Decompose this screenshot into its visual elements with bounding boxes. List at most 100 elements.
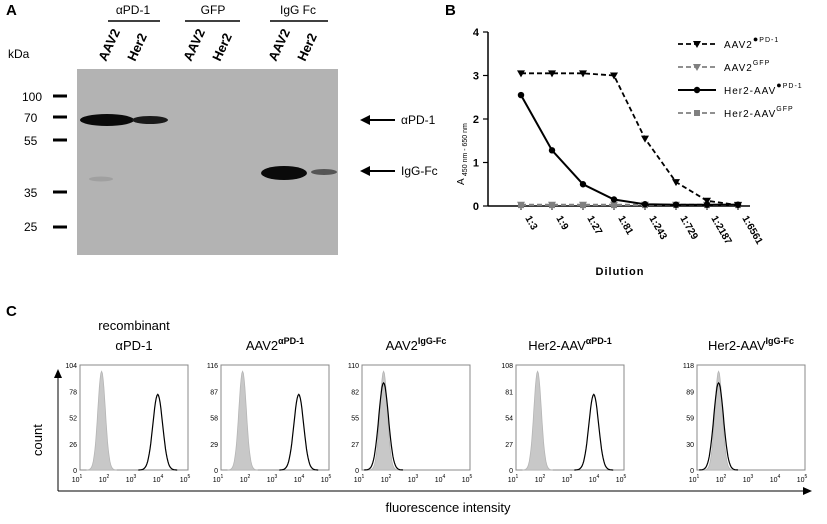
legend-label-sup: GFP xyxy=(753,60,770,67)
x-tick-exp: 2 xyxy=(107,474,110,480)
histogram-x-tick-label: 102 xyxy=(381,474,392,484)
histogram-title-sup: αPD-1 xyxy=(586,336,612,346)
histogram-y-tick-label: 54 xyxy=(505,416,513,423)
x-tick-exp: 5 xyxy=(329,474,332,480)
control-histogram xyxy=(368,370,399,471)
arrow-right-icon xyxy=(803,487,812,495)
histogram-title-sup: IgG-Fc xyxy=(766,336,795,346)
histogram-title-base: AAV2 xyxy=(246,338,278,353)
histogram-title-sup: αPD-1 xyxy=(278,336,304,346)
y-tick-label: 2 xyxy=(473,114,479,126)
group-label-igg: IgG Fc xyxy=(280,3,316,17)
panel-a-letter: A xyxy=(6,2,17,19)
histogram-y-tick-label: 0 xyxy=(355,468,359,475)
x-tick-base: 10 xyxy=(99,477,107,484)
histogram-title-base: Her2-AAV xyxy=(528,338,586,353)
histogram-title: Her2-AAVIgG-Fc xyxy=(708,336,794,353)
legend-label-base: Her2-AAV xyxy=(724,109,776,120)
x-tick-base: 10 xyxy=(294,477,302,484)
kda-markers: 100 70 55 35 25 xyxy=(22,90,67,234)
x-tick-exp: 1 xyxy=(697,474,700,480)
data-point xyxy=(610,72,618,80)
histogram-y-tick-label: 30 xyxy=(686,442,694,449)
histogram-title: Her2-AAVαPD-1 xyxy=(528,336,612,353)
x-tick-base: 10 xyxy=(562,477,570,484)
sample-histogram xyxy=(279,393,319,471)
control-histogram xyxy=(522,370,553,471)
histogram-x-tick-label: 103 xyxy=(562,474,573,484)
x-tick-label: 1:9 xyxy=(553,214,570,232)
x-tick-exp: 1 xyxy=(221,474,224,480)
x-tick-label: 1:243 xyxy=(646,214,669,242)
x-tick-base: 10 xyxy=(462,477,470,484)
histogram-y-tick-label: 0 xyxy=(73,468,77,475)
sample-histogram xyxy=(574,393,614,471)
x-tick-base: 10 xyxy=(354,477,362,484)
panel-c-flow-cytometry: C count fluorescence intensity recombina… xyxy=(6,303,812,515)
band-apd1-her2 xyxy=(132,116,168,124)
legend-marker xyxy=(694,110,700,116)
histogram-y-tick-label: 27 xyxy=(351,442,359,449)
x-tick-exp: 3 xyxy=(570,474,573,480)
marker-label: 25 xyxy=(24,220,38,234)
data-point xyxy=(579,181,587,188)
sample-histogram xyxy=(138,393,178,471)
y-tick-label: 4 xyxy=(473,27,480,39)
x-tick-exp: 5 xyxy=(805,474,808,480)
data-point xyxy=(672,179,680,187)
histogram-x-tick-label: 104 xyxy=(435,474,446,484)
histogram-title-sup: IgG-Fc xyxy=(418,336,447,346)
lane-label: AAV2 xyxy=(95,26,123,63)
x-tick-exp: 3 xyxy=(751,474,754,480)
series-line xyxy=(520,94,738,206)
histogram-x-tick-label: 105 xyxy=(616,474,627,484)
control-histogram xyxy=(86,370,117,471)
x-tick-exp: 4 xyxy=(302,474,305,480)
histogram-x-tick-label: 105 xyxy=(321,474,332,484)
lane-label: Her2 xyxy=(294,31,320,64)
x-tick-exp: 4 xyxy=(443,474,446,480)
x-tick-exp: 4 xyxy=(597,474,600,480)
x-tick-exp: 5 xyxy=(470,474,473,480)
x-tick-exp: 2 xyxy=(724,474,727,480)
data-point xyxy=(548,70,556,78)
histogram-y-tick-label: 55 xyxy=(351,416,359,423)
histogram-x-tick-label: 101 xyxy=(689,474,700,484)
histogram-y-tick-label: 0 xyxy=(214,468,218,475)
x-tick-label: 1:729 xyxy=(677,214,700,242)
legend-item: Her2-AAVGFP xyxy=(678,106,793,120)
data-point xyxy=(641,201,649,208)
x-tick-label: 1:6561 xyxy=(739,214,764,247)
x-ticks: 1:3 1:9 1:27 1:81 1:243 1:729 1:2187 1:6561 xyxy=(520,206,765,247)
x-tick-base: 10 xyxy=(716,477,724,484)
x-tick-exp: 4 xyxy=(161,474,164,480)
histogram-x-tick-label: 102 xyxy=(240,474,251,484)
sample-histogram xyxy=(364,381,404,471)
histogram-y-tick-label: 58 xyxy=(210,416,218,423)
lane-label: Her2 xyxy=(124,31,150,64)
x-tick-exp: 5 xyxy=(188,474,191,480)
data-point xyxy=(548,147,556,154)
lane-label: AAV2 xyxy=(180,26,208,63)
y-tick-label: 0 xyxy=(473,201,479,213)
histogram-title-line1: recombinant xyxy=(98,318,170,333)
legend-label: AAV2●PD-1 xyxy=(724,34,779,51)
panel-b-elisa-chart: B A 450 nm - 650 nm 0 1 2 3 4 1:3 1:9 1:27 1:81… xyxy=(445,2,802,278)
histogram-x-tick-label: 102 xyxy=(716,474,727,484)
histogram-x-tick-label: 104 xyxy=(770,474,781,484)
x-tick-exp: 1 xyxy=(80,474,83,480)
x-tick-base: 10 xyxy=(508,477,516,484)
x-tick-exp: 3 xyxy=(416,474,419,480)
panel-a-western-blot: A kDa αPD-1 GFP IgG Fc AAV2 Her2 AAV2 He… xyxy=(6,2,438,255)
data-point xyxy=(579,70,587,78)
legend-item: AAV2GFP xyxy=(678,60,770,74)
histogram-title-base: AAV2 xyxy=(386,338,418,353)
y-axis-label: A 450 nm - 650 nm xyxy=(456,123,469,185)
histogram-x-tick-label: 105 xyxy=(180,474,191,484)
histogram-y-tick-label: 118 xyxy=(683,363,694,370)
histogram-x-tick-label: 104 xyxy=(294,474,305,484)
x-tick-base: 10 xyxy=(213,477,221,484)
histogram-x-tick-label: 103 xyxy=(408,474,419,484)
